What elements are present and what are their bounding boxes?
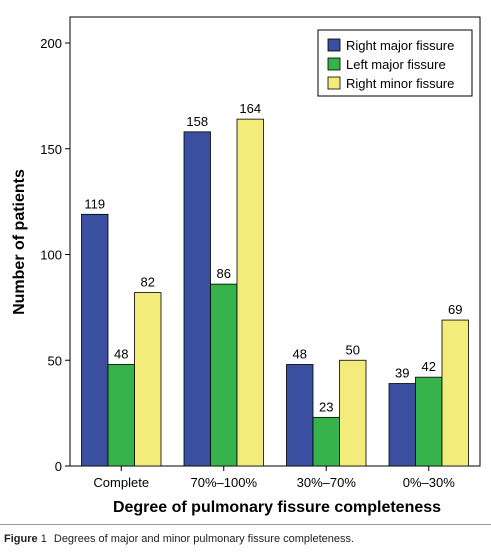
bar [81, 213, 109, 467]
data-label: 164 [239, 101, 261, 116]
y-tick-label: 0 [55, 459, 62, 474]
figure-caption: Figure 1 Degrees of major and minor pulm… [4, 533, 354, 545]
data-label: 42 [422, 359, 436, 374]
data-label: 50 [346, 342, 360, 357]
bar [286, 364, 314, 467]
legend-label: Right major fissure [346, 38, 454, 53]
caption-rule [0, 524, 491, 525]
legend-swatch [327, 57, 341, 71]
bar [183, 131, 211, 467]
data-label: 86 [217, 266, 231, 281]
caption-label: Figure [4, 533, 38, 545]
bar [236, 118, 264, 467]
x-axis: Complete 70%–100% 30%–70% 0%–30% [93, 466, 455, 490]
data-label: 39 [395, 366, 409, 381]
data-label: 69 [448, 302, 462, 317]
legend-box [317, 29, 473, 97]
y-tick-label: 100 [40, 248, 62, 263]
data-labels: 119 48 82 158 86 164 48 23 50 39 42 69 [84, 101, 462, 414]
caption-text: Degrees of major and minor pulmonary fis… [53, 533, 355, 545]
bar [312, 416, 340, 467]
y-axis: 0 50 100 150 200 [40, 36, 70, 474]
bar [210, 283, 238, 467]
y-tick-label: 200 [40, 36, 62, 51]
bar [415, 376, 443, 467]
x-tick-label: 0%–30% [403, 475, 455, 490]
bar [388, 383, 416, 467]
data-label: 23 [319, 399, 333, 414]
data-label: 48 [293, 346, 307, 361]
x-axis-title: Degree of pulmonary fissure completeness [113, 499, 441, 516]
legend: Right major fissure Left major fissure Rig… [317, 29, 473, 97]
bar [339, 359, 367, 467]
y-tick-label: 50 [48, 353, 62, 368]
data-label: 158 [186, 114, 208, 129]
x-tick-label: 70%–100% [191, 475, 258, 490]
bar [441, 319, 469, 467]
data-label: 119 [84, 196, 105, 211]
legend-swatch [327, 76, 341, 90]
x-tick-label: 30%–70% [297, 475, 357, 490]
chart: 0 50 100 150 200 Complete 70%–100% 30%–70% 0%–3… [11, 16, 481, 516]
y-axis-title: Number of patients [11, 169, 28, 315]
bar [107, 364, 135, 467]
data-label: 82 [141, 275, 155, 290]
caption-number: 1 [40, 533, 47, 545]
legend-label: Left major fissure [346, 57, 446, 72]
legend-swatch [327, 38, 341, 52]
bars [81, 118, 469, 467]
x-tick-label: Complete [93, 475, 149, 490]
legend-label: Right minor fissure [346, 76, 454, 91]
data-label: 48 [114, 346, 128, 361]
y-tick-label: 150 [40, 142, 62, 157]
bar [134, 292, 162, 467]
